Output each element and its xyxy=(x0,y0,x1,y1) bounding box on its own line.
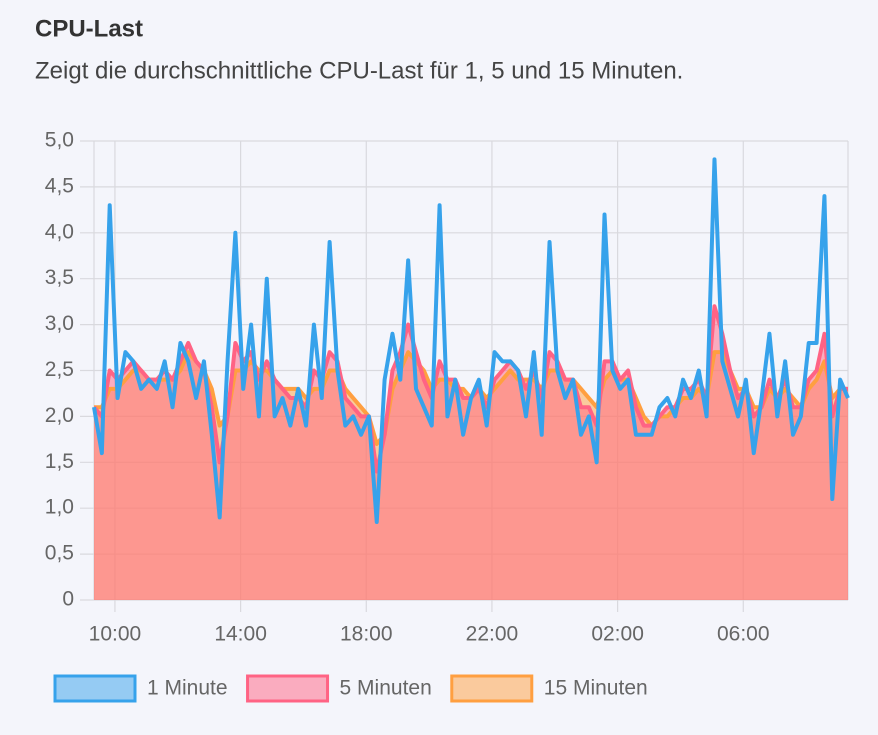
x-tick-label: 10:00 xyxy=(89,623,142,646)
legend-swatch xyxy=(246,674,330,703)
y-tick-label: 5,0 xyxy=(45,129,74,152)
legend-swatch xyxy=(53,674,137,703)
series-area xyxy=(94,306,848,600)
x-tick-label: 14:00 xyxy=(214,623,267,646)
x-tick-label: 02:00 xyxy=(591,623,644,646)
legend-label: 5 Minuten xyxy=(340,677,432,700)
legend: 1 Minute 5 Minuten 15 Minuten xyxy=(53,674,648,703)
legend-label: 15 Minuten xyxy=(544,677,648,700)
y-tick-label: 0,5 xyxy=(45,542,74,565)
series-line xyxy=(92,157,850,524)
legend-label: 1 Minute xyxy=(147,677,228,700)
x-tick-label: 18:00 xyxy=(340,623,393,646)
y-tick-label: 4,5 xyxy=(45,174,74,197)
y-tick-label: 0 xyxy=(62,588,74,611)
y-tick-label: 4,0 xyxy=(45,220,74,243)
y-tick-label: 2,5 xyxy=(45,358,74,381)
x-tick-label: 22:00 xyxy=(466,623,519,646)
y-tick-label: 2,0 xyxy=(45,404,74,427)
x-tick-label: 06:00 xyxy=(717,623,770,646)
chart-title: CPU-Last xyxy=(35,15,143,42)
y-tick-label: 1,5 xyxy=(45,450,74,473)
y-tick-label: 3,0 xyxy=(45,312,74,335)
legend-swatch xyxy=(450,674,534,703)
y-tick-label: 3,5 xyxy=(45,266,74,289)
y-tick-label: 1,0 xyxy=(45,496,74,519)
chart-subtitle: Zeigt die durchschnittliche CPU-Last für… xyxy=(35,57,683,84)
